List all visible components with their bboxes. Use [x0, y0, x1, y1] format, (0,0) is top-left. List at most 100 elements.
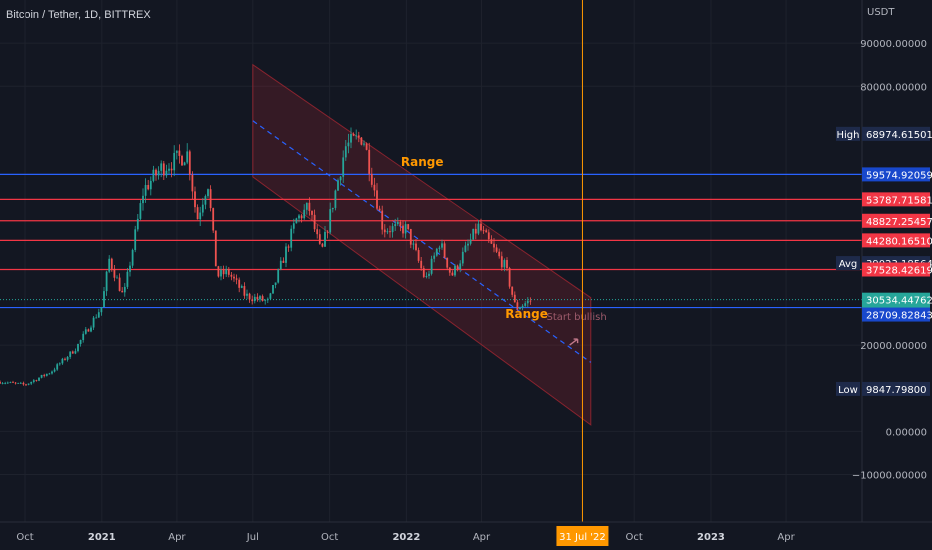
candle-body [248, 293, 251, 300]
candle [443, 241, 446, 259]
candle-body [30, 381, 33, 384]
candle [38, 377, 40, 382]
candle [441, 239, 443, 250]
candle-body [136, 218, 139, 230]
x-tick-label: 2023 [697, 532, 725, 543]
candle-body [162, 163, 165, 176]
candle-body [279, 260, 282, 270]
candle-body [113, 268, 116, 278]
candle-body [467, 243, 469, 246]
candle-body [110, 258, 113, 269]
candle [191, 171, 194, 200]
candle-body [365, 143, 368, 150]
candle [357, 131, 360, 143]
candle-body [199, 212, 202, 220]
candle [253, 293, 256, 304]
candle [108, 255, 111, 274]
candle-body [396, 221, 399, 225]
annotation-label: Range [401, 155, 444, 169]
candle-body [103, 291, 105, 308]
candle [365, 142, 368, 151]
candle [155, 168, 157, 181]
crosshair-date-box [556, 526, 609, 546]
candle-body [394, 224, 397, 227]
candle [212, 207, 215, 234]
candle [467, 239, 469, 251]
regression-channel[interactable] [252, 63, 592, 426]
price-tag: High 68974.61501 [836, 126, 932, 141]
candle [92, 315, 95, 330]
candle [168, 163, 170, 175]
candle [469, 233, 472, 246]
candle [300, 213, 303, 223]
candle [27, 383, 30, 386]
candle [373, 177, 376, 197]
candle [43, 373, 46, 378]
candle-body [282, 260, 285, 263]
candle [19, 381, 22, 384]
candle-body [123, 286, 126, 293]
candle-body [435, 248, 438, 256]
candle [77, 343, 79, 353]
candle-body [74, 351, 77, 354]
candle-body [438, 247, 441, 249]
price-axis[interactable]: 90000.00000 80000.00000 20000.00000 0.00000… [852, 39, 927, 481]
candle-body [469, 239, 472, 244]
candle [292, 218, 295, 234]
candle-body [134, 229, 137, 250]
candle [526, 297, 529, 308]
candle [321, 242, 324, 248]
candle [295, 217, 298, 224]
price-tag-value: 37528.42619 [866, 266, 932, 277]
candle [285, 243, 287, 268]
candle [188, 149, 191, 181]
time-axis[interactable]: Oct 2021 Apr Jul Oct 2022 Apr Oct 2023 Apr [16, 532, 795, 543]
candle-body [360, 137, 363, 145]
candle-body [61, 358, 64, 364]
candle [266, 297, 269, 303]
candle-body [225, 269, 228, 275]
x-tick-label: Jul [246, 532, 259, 543]
candle-body [350, 133, 352, 143]
candle-body [227, 269, 230, 275]
candle-body [402, 225, 404, 234]
candle-body [480, 223, 482, 231]
candle-body [303, 209, 306, 219]
price-tag-label-box [836, 126, 860, 141]
candle-body [487, 232, 490, 240]
candle [139, 200, 142, 221]
candle [347, 133, 350, 154]
candle [222, 265, 225, 279]
candle-body [326, 231, 329, 233]
candle-body [376, 190, 378, 209]
candle-body [108, 258, 111, 272]
candle [318, 229, 321, 245]
candle-body [456, 265, 459, 270]
candle [157, 166, 160, 180]
price-tag-box [862, 381, 930, 396]
price-tag-value: 9847.79800 [866, 385, 926, 396]
price-tag-box [862, 262, 930, 277]
candle-body [407, 224, 410, 229]
candle-body [214, 230, 217, 267]
candle [160, 160, 163, 178]
candle-body [235, 278, 238, 280]
candle [269, 292, 272, 301]
candle [344, 139, 347, 161]
candle [409, 228, 412, 249]
candle-body [368, 149, 371, 174]
candle-body [56, 364, 59, 370]
candle [181, 154, 183, 167]
candle-body [45, 373, 48, 376]
candle [79, 339, 82, 347]
candle [103, 287, 105, 308]
price-tag: Low 9847.79800 [836, 381, 930, 396]
candle-body [490, 239, 493, 244]
candle [246, 289, 248, 300]
candle [186, 143, 189, 165]
candle [12, 380, 14, 383]
price-tag-label-box [836, 256, 860, 271]
candle-body [511, 286, 514, 295]
